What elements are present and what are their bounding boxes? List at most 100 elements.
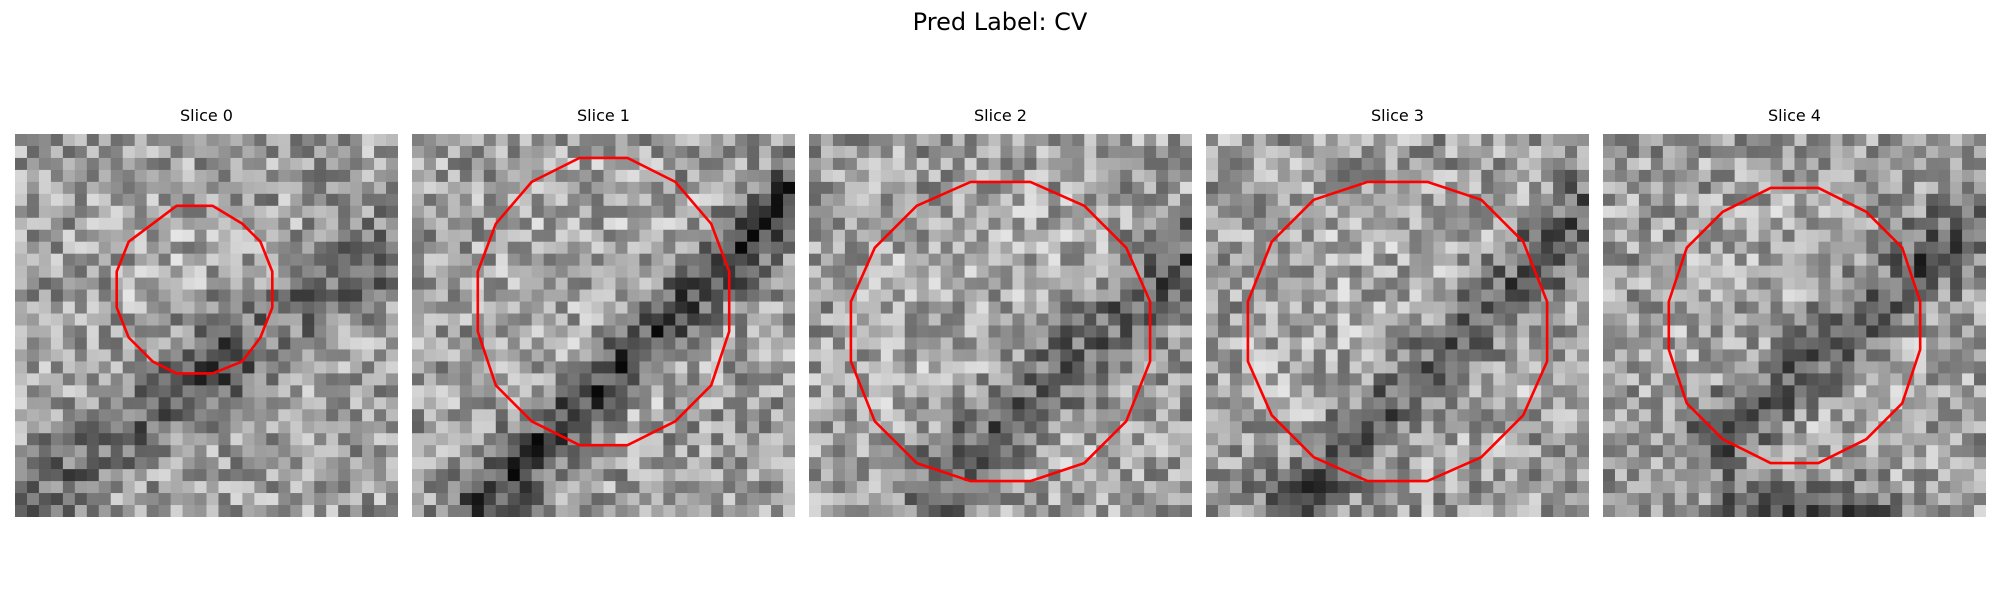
image-pixel	[447, 505, 461, 517]
image-pixel	[1206, 409, 1219, 422]
image-pixel	[603, 301, 617, 315]
image-pixel	[182, 337, 196, 351]
image-pixel	[1132, 313, 1145, 327]
image-pixel	[1698, 229, 1712, 243]
image-pixel	[1277, 361, 1291, 374]
image-pixel	[290, 181, 303, 195]
image-pixel	[1770, 205, 1784, 219]
image-pixel	[1890, 253, 1903, 267]
image-pixel	[194, 205, 208, 219]
image-pixel	[1265, 373, 1279, 386]
image-pixel	[783, 134, 795, 147]
image-pixel	[1818, 277, 1832, 291]
image-pixel	[242, 385, 255, 398]
image-pixel	[1938, 325, 1951, 339]
image-pixel	[1962, 277, 1975, 291]
image-pixel	[362, 337, 375, 351]
image-pixel	[543, 181, 557, 195]
image-pixel	[423, 445, 437, 458]
image-pixel	[1433, 349, 1446, 363]
image-pixel	[170, 493, 184, 506]
image-pixel	[326, 145, 339, 159]
image-pixel	[507, 217, 521, 231]
image-pixel	[412, 361, 425, 374]
image-pixel	[1577, 361, 1589, 374]
image-pixel	[531, 397, 545, 410]
image-pixel	[278, 253, 291, 267]
image-pixel	[266, 337, 279, 351]
image-pixel	[1505, 289, 1518, 303]
image-pixel	[555, 134, 569, 147]
image-pixel	[1603, 229, 1616, 243]
image-pixel	[471, 421, 485, 434]
image-pixel	[1950, 385, 1963, 398]
image-pixel	[1048, 481, 1061, 494]
image-pixel	[1036, 169, 1049, 183]
image-pixel	[1373, 253, 1387, 267]
image-pixel	[412, 301, 425, 315]
image-pixel	[1782, 253, 1796, 267]
image-pixel	[1842, 361, 1855, 374]
image-pixel	[892, 469, 906, 482]
image-pixel	[747, 265, 760, 279]
image-pixel	[940, 253, 954, 267]
image-pixel	[495, 397, 509, 410]
image-pixel	[555, 265, 569, 279]
image-pixel	[423, 421, 437, 434]
image-pixel	[1132, 457, 1145, 470]
image-pixel	[1108, 241, 1121, 255]
image-pixel	[338, 421, 351, 434]
image-pixel	[844, 421, 858, 434]
image-pixel	[1409, 313, 1423, 327]
image-pixel	[74, 361, 88, 374]
image-pixel	[230, 157, 244, 171]
image-pixel	[1938, 337, 1951, 351]
image-pixel	[579, 169, 593, 183]
image-pixel	[1337, 157, 1351, 171]
image-pixel	[952, 337, 966, 351]
image-pixel	[374, 505, 387, 517]
image-pixel	[1553, 325, 1566, 339]
image-pixel	[591, 385, 605, 398]
image-pixel	[1048, 361, 1061, 374]
image-pixel	[1674, 205, 1688, 219]
image-pixel	[543, 289, 557, 303]
image-pixel	[254, 145, 267, 159]
image-pixel	[495, 445, 509, 458]
image-pixel	[1794, 217, 1808, 231]
image-pixel	[1433, 253, 1446, 267]
image-pixel	[1289, 505, 1303, 517]
image-pixel	[1012, 397, 1026, 410]
image-pixel	[86, 229, 100, 243]
image-pixel	[591, 397, 605, 410]
image-pixel	[98, 277, 112, 291]
image-pixel	[1265, 277, 1279, 291]
image-pixel	[1794, 169, 1808, 183]
image-pixel	[735, 409, 748, 422]
image-pixel	[880, 277, 894, 291]
image-pixel	[928, 325, 942, 339]
image-pixel	[1710, 397, 1724, 410]
image-pixel	[1662, 253, 1676, 267]
image-pixel	[579, 253, 593, 267]
image-pixel	[735, 205, 748, 219]
image-pixel	[1710, 457, 1724, 470]
image-pixel	[122, 421, 136, 434]
image-pixel	[495, 134, 509, 147]
image-pixel	[603, 205, 617, 219]
image-pixel	[362, 169, 375, 183]
image-pixel	[1517, 445, 1530, 458]
image-pixel	[1734, 349, 1748, 363]
image-pixel	[868, 361, 882, 374]
image-pixel	[1361, 134, 1375, 147]
image-pixel	[1024, 325, 1038, 339]
image-pixel	[675, 361, 688, 374]
image-pixel	[1577, 169, 1589, 183]
image-pixel	[38, 505, 52, 517]
image-pixel	[122, 301, 136, 315]
image-pixel	[362, 253, 375, 267]
image-pixel	[1469, 301, 1482, 315]
image-pixel	[1493, 373, 1506, 386]
image-pixel	[1794, 325, 1808, 339]
image-pixel	[1072, 217, 1085, 231]
